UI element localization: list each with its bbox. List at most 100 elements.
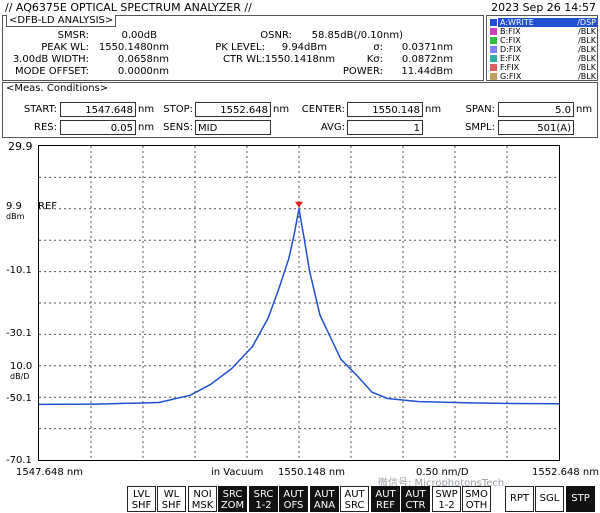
trace-row[interactable]: F:FIX/BLK — [489, 63, 597, 72]
trace-list: A:WRITE/DSP B:FIX/BLK C:FIX/BLK D:FIX/BLK E:… — [486, 15, 598, 81]
trace-color-swatch — [490, 64, 497, 71]
smsr-label: SMSR: — [57, 30, 89, 41]
softkey-label-line1: AUT — [344, 489, 365, 500]
softkey-button[interactable]: SWP 1-2 — [432, 486, 461, 512]
meas-title: <Meas. Conditions> — [6, 83, 109, 94]
softkey-label-line2: 1-2 — [438, 500, 455, 511]
trace-name: F:FIX — [500, 63, 520, 72]
softkey-label-line1: WL — [163, 489, 180, 500]
center-unit: nm — [425, 104, 442, 115]
softkey-label-line1: SMO — [465, 489, 488, 500]
trace-mode: /BLK — [578, 63, 596, 72]
div-value-label: 10.0 — [10, 361, 33, 372]
softkey-label-line2: ANA — [313, 500, 336, 511]
sens-field[interactable]: MID — [195, 120, 271, 135]
softkey-button[interactable]: WL SHF — [157, 486, 186, 512]
ref-value-label: 9.9 — [6, 201, 22, 212]
softkey-label-line1: AUT — [375, 489, 396, 500]
softkey-button[interactable]: AUT ANA — [310, 486, 339, 512]
trace-row[interactable]: A:WRITE/DSP — [489, 18, 597, 27]
x-div-label: 0.50 nm/D — [416, 467, 469, 478]
peak-wl-value: 1550.1480nm — [98, 42, 169, 53]
smsr-value: 0.00dB — [121, 30, 157, 41]
y-m50-label: -50.1 — [6, 393, 32, 404]
ctr-wl-label: CTR WL: — [222, 54, 265, 65]
softkey-button[interactable]: SRC 1-2 — [249, 486, 278, 512]
softkey-button[interactable]: STP — [566, 486, 595, 512]
start-field[interactable]: 1547.648 — [60, 102, 136, 117]
trace-row[interactable]: C:FIX/BLK — [489, 36, 597, 45]
softkey-button[interactable]: SGL — [535, 486, 564, 512]
softkey-button[interactable]: LVL SHF — [127, 486, 156, 512]
trace-mode: /BLK — [578, 45, 596, 54]
trace-color-swatch — [490, 73, 497, 80]
mode-offset-value: 0.0000nm — [117, 66, 169, 77]
start-label: START: — [23, 104, 57, 115]
softkey-label-line2: REF — [375, 500, 396, 511]
softkey-button[interactable]: RPT — [505, 486, 534, 512]
trace-row[interactable]: B:FIX/BLK — [489, 27, 597, 36]
sigma-value: 0.0371nm — [401, 42, 453, 53]
stop-label: STOP: — [163, 104, 193, 115]
osnr-value: 58.85dB(/0.10nm) — [311, 30, 403, 41]
res-label: RES: — [34, 122, 57, 133]
meas-conditions-panel: <Meas. Conditions> START: 1547.648 nm ST… — [2, 82, 598, 138]
trace-row[interactable]: E:FIX/BLK — [489, 54, 597, 63]
center-label: CENTER: — [301, 104, 345, 115]
x-left-label: 1547.648 nm — [16, 467, 83, 478]
softkey-label-line1: SRC — [253, 489, 274, 500]
smpl-label: SMPL: — [465, 122, 495, 133]
softkey-label-line2: SRC — [344, 500, 365, 511]
softkey-label-line2: SHF — [131, 500, 152, 511]
trace-color-swatch — [490, 55, 497, 62]
smpl-field[interactable]: 501(A) — [498, 120, 574, 135]
softkey-label-line1: SRC — [222, 489, 243, 500]
analysis-panel: <DFB-LD ANALYSIS> SMSR: 0.00dB OSNR: 58.… — [2, 15, 484, 81]
y-bottom-label: -70.1 — [6, 455, 32, 466]
peak-wl-label: PEAK WL: — [41, 42, 89, 53]
sens-label: SENS: — [163, 122, 193, 133]
softkey-label-line2: ZOM — [220, 500, 245, 511]
softkey-label-line1: AUT — [314, 489, 335, 500]
y-m10-label: -10.1 — [6, 265, 32, 276]
res-field[interactable]: 0.05 — [60, 120, 136, 135]
trace-name: B:FIX — [500, 27, 521, 36]
span-unit: nm — [576, 104, 593, 115]
ref-text-label: REF — [38, 201, 58, 212]
span-field[interactable]: 5.0 — [498, 102, 574, 117]
power-value: 11.44dBm — [401, 66, 453, 77]
softkey-button[interactable]: AUT OFS — [279, 486, 308, 512]
softkey-button[interactable]: NOI MSK — [188, 486, 217, 512]
pk-level-label: PK LEVEL: — [215, 42, 265, 53]
trace-row[interactable]: D:FIX/BLK — [489, 45, 597, 54]
softkey-label-line1: LVL — [133, 489, 150, 500]
softkey-label-line1: NOI — [193, 489, 212, 500]
softkey-label-line2: SHF — [161, 500, 182, 511]
peak-marker — [295, 201, 303, 208]
softkey-button[interactable]: SMO OTH — [462, 486, 491, 512]
softkey-button[interactable]: AUT SRC — [340, 486, 369, 512]
softkey-button[interactable]: SRC ZOM — [218, 486, 247, 512]
x-center-label: 1550.148 nm — [278, 467, 345, 478]
trace-row[interactable]: G:FIX/BLK — [489, 72, 597, 81]
softkey-label-line2: OFS — [283, 500, 304, 511]
softkey-button[interactable]: AUT CTR — [401, 486, 430, 512]
softkey-button[interactable]: AUT REF — [371, 486, 400, 512]
trace-mode: /BLK — [578, 54, 596, 63]
trace-name: C:FIX — [500, 36, 521, 45]
stop-field[interactable]: 1552.648 — [195, 102, 271, 117]
osnr-label: OSNR: — [260, 30, 292, 41]
div-unit-label: dB/D — [10, 372, 30, 381]
softkey-label-line1: SWP — [435, 489, 458, 500]
softkey-label-line2: 1-2 — [255, 500, 272, 511]
softkey-label-line2: MSK — [191, 500, 214, 511]
spectrum-plot[interactable] — [38, 145, 560, 461]
sigma-label: σ: — [373, 42, 383, 53]
ctr-wl-value: 1550.1418nm — [264, 54, 335, 65]
datetime: 2023 Sep 26 14:57 — [491, 1, 596, 14]
pk-level-value: 9.94dBm — [281, 42, 327, 53]
trace-mode: /DSP — [577, 18, 596, 27]
softkey-label-line1: RPT — [509, 493, 530, 504]
avg-field[interactable]: 1 — [347, 120, 423, 135]
center-field[interactable]: 1550.148 — [347, 102, 423, 117]
